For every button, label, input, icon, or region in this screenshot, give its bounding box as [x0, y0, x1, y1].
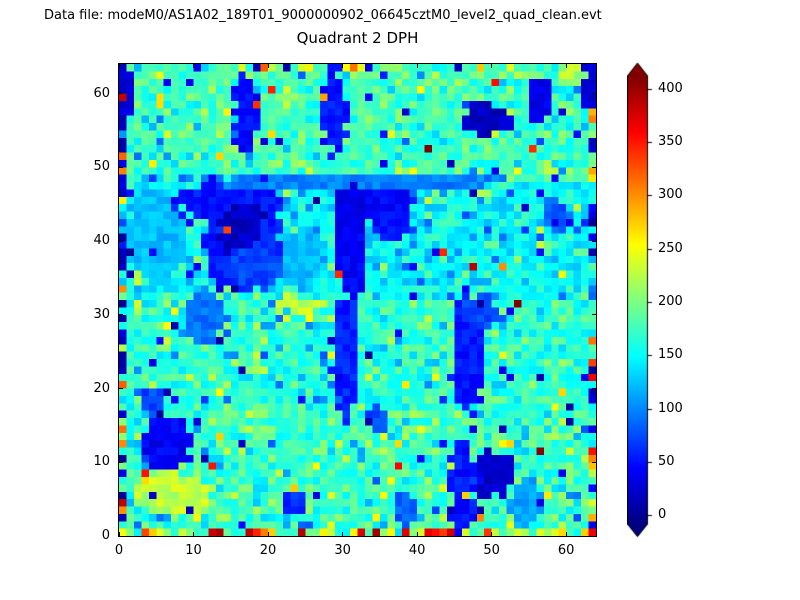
colorbar-tick-label: 150: [658, 347, 683, 363]
x-tick-label: 10: [185, 543, 202, 558]
x-tick-label: 0: [114, 543, 124, 558]
colorbar-tick-label: 50: [658, 454, 675, 470]
colorbar-tick-label: 250: [658, 240, 683, 256]
y-tick-label: 0: [101, 528, 110, 543]
colorbar-tick-label: 400: [658, 80, 683, 96]
y-tick-label: 40: [93, 233, 110, 248]
y-tick-label: 50: [93, 159, 110, 175]
heatmap-canvas: [119, 64, 596, 536]
x-tick-label: 40: [408, 543, 426, 558]
x-tick-label: 50: [483, 543, 500, 558]
colorbar-tick-label: 300: [658, 187, 683, 203]
colorbar-tick-label: 100: [658, 400, 683, 416]
y-tick-label: 60: [93, 85, 110, 101]
colorbar-tick-label: 200: [658, 294, 683, 310]
x-tick-label: 30: [334, 543, 351, 558]
y-tick-label: 30: [93, 306, 110, 322]
colorbar-tick-label: 350: [658, 134, 683, 150]
chart-title: Quadrant 2 DPH: [296, 29, 419, 47]
data-file-label: Data file: modeM0/AS1A02_189T01_90000009…: [44, 8, 602, 23]
y-tick-label: 10: [93, 454, 110, 470]
colorbar-canvas: [627, 62, 657, 538]
x-tick-label: 20: [259, 543, 277, 558]
y-tick-label: 20: [93, 380, 110, 396]
plot-area: [118, 63, 597, 537]
x-tick-label: 60: [557, 543, 575, 558]
colorbar-tick-label: 0: [658, 507, 667, 523]
